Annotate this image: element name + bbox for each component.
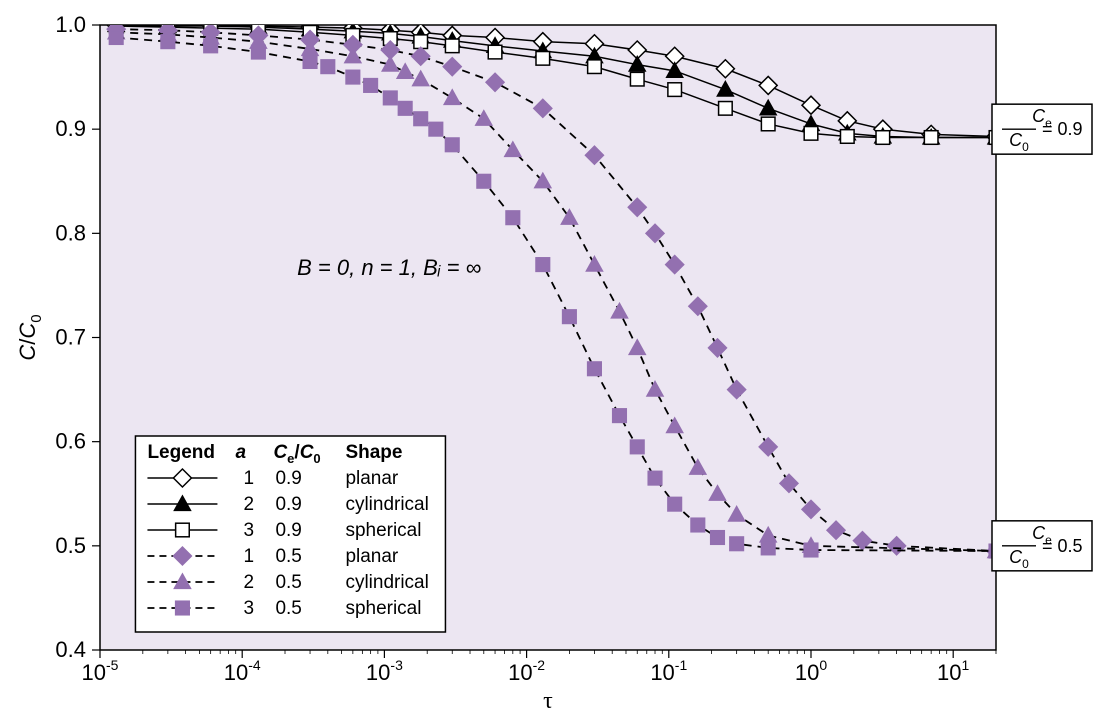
x-tick-label: 10-1 [650, 657, 687, 685]
legend-cell: planar [345, 546, 398, 567]
legend-cell: 1 [243, 546, 254, 567]
x-tick-label: 10-3 [366, 657, 403, 685]
legend-cell: 0.9 [275, 520, 301, 541]
chart-note: B = 0, n = 1, Bᵢ = ∞ [297, 255, 481, 280]
x-tick-label: 100 [795, 657, 827, 685]
legend-cell: 0.5 [275, 546, 301, 567]
callout-value: = 0.9 [1042, 119, 1083, 139]
legend-cell: 2 [243, 494, 254, 515]
y-tick-label: 0.5 [55, 533, 86, 558]
y-tick-label: 0.7 [55, 325, 86, 350]
legend-header: Shape [345, 442, 402, 463]
y-axis-label: C/C0 [15, 314, 45, 360]
legend-cell: 2 [243, 572, 254, 593]
y-tick-label: 0.8 [55, 220, 86, 245]
legend-cell: spherical [345, 598, 421, 619]
x-tick-label: 10-5 [82, 657, 119, 685]
legend-header: Legend [147, 442, 215, 463]
y-tick-label: 1.0 [55, 12, 86, 37]
x-tick-label: 10-2 [508, 657, 545, 685]
legend-header: a [235, 442, 246, 463]
legend-cell: spherical [345, 520, 421, 541]
legend-cell: 0.9 [275, 494, 301, 515]
legend-cell: 3 [243, 598, 254, 619]
y-tick-label: 0.9 [55, 116, 86, 141]
diffusion-chart: 10-5 10-4 10-3 10-2 10-1 100 101 0.4 0.5 0.6 0.7 0.… [0, 0, 1106, 720]
legend-cell: 0.5 [275, 572, 301, 593]
legend-cell: cylindrical [345, 494, 428, 515]
y-tick-label: 0.6 [55, 429, 86, 454]
x-axis-label: τ [543, 688, 553, 714]
legend-cell: cylindrical [345, 572, 428, 593]
legend-cell: 0.9 [275, 468, 301, 489]
chart-svg: 10-5 10-4 10-3 10-2 10-1 100 101 0.4 0.5 0.6 0.7 0.… [0, 0, 1106, 720]
legend-cell: 0.5 [275, 598, 301, 619]
callout-value: = 0.5 [1042, 536, 1083, 556]
x-tick-label: 101 [937, 657, 969, 685]
legend-cell: planar [345, 468, 398, 489]
x-tick-label: 10-4 [224, 657, 261, 685]
legend-cell: 1 [243, 468, 254, 489]
y-tick-label: 0.4 [55, 637, 86, 662]
legend-cell: 3 [243, 520, 254, 541]
